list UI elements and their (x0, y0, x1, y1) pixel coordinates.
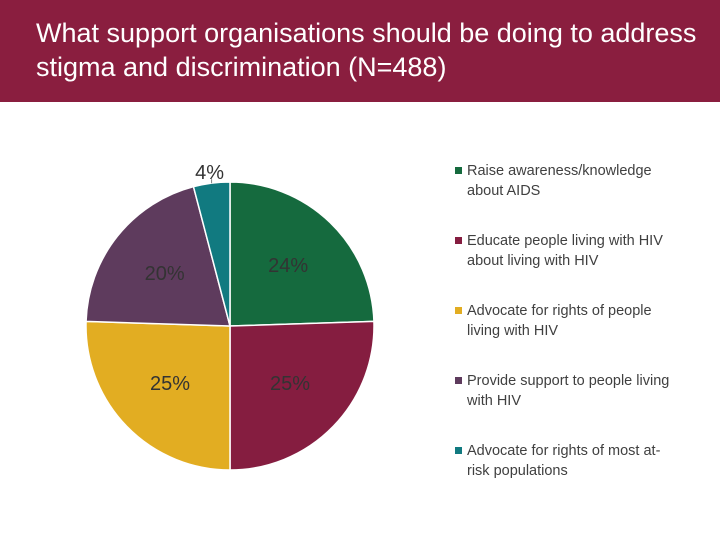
chart-title: What support organisations should be doi… (36, 18, 697, 82)
legend-swatch-advocate-plhiv (455, 307, 462, 314)
data-label-provide-support: 20% (145, 263, 185, 285)
data-label-educate: 25% (270, 373, 310, 395)
data-label-advocate-plhiv: 25% (150, 373, 190, 395)
legend-label-advocate-marp: Advocate for rights of most at-risk popu… (467, 443, 661, 479)
pie-chart: 24% 25% 25% 20% 4% (85, 162, 375, 471)
data-label-raise-awareness: 24% (268, 255, 308, 277)
legend-swatch-advocate-marp (455, 447, 462, 454)
pie-slice-advocate-marp (192, 181, 231, 327)
legend-label-raise-awareness: Raise awareness/knowledge about AIDS (467, 163, 652, 199)
legend-swatch-educate (455, 237, 462, 244)
pie-slice-provide-support (85, 185, 231, 327)
legend-label-advocate-plhiv: Advocate for rights of people living wit… (467, 303, 652, 339)
legend-swatch-raise-awareness (455, 167, 462, 174)
legend-swatch-provide-support (455, 377, 462, 384)
pie-slice-educate (229, 320, 375, 471)
data-label-advocate-marp: 4% (195, 162, 224, 184)
legend-label-educate: Educate people living with HIV about liv… (467, 233, 663, 269)
pie-slice-raise-awareness (229, 181, 375, 327)
legend-label-provide-support: Provide support to people living with HI… (467, 373, 670, 409)
pie-slice-advocate-plhiv (85, 320, 231, 471)
title-bar: What support organisations should be doi… (0, 0, 720, 102)
